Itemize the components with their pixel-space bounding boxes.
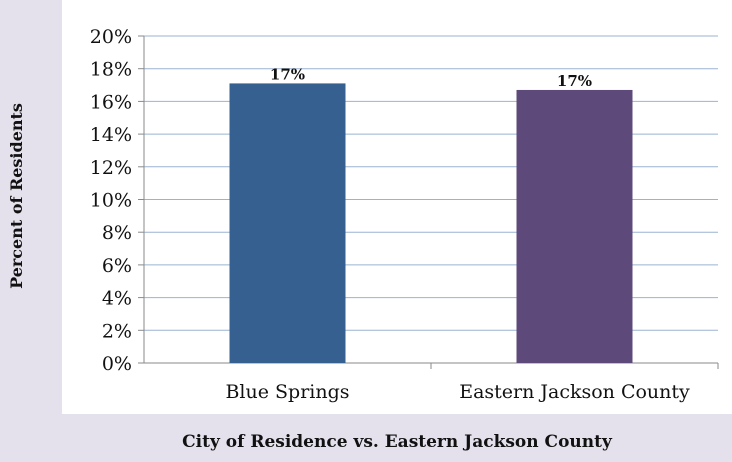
labels: 17% Blue Springs 17% Eastern Jackson County xyxy=(225,65,690,403)
x-category-label-1: Eastern Jackson County xyxy=(459,381,690,403)
y-tick-label-3: 6% xyxy=(102,255,132,277)
data-label-1: 17% xyxy=(557,72,592,90)
bar-0 xyxy=(229,83,346,363)
y-tick-label-6: 12% xyxy=(90,157,132,179)
bar-1 xyxy=(516,89,633,363)
y-tick-label-10: 20% xyxy=(90,26,132,48)
y-tick-label-0: 0% xyxy=(102,353,132,375)
data-label-0: 17% xyxy=(270,65,305,83)
y-tick-label-4: 8% xyxy=(102,222,132,244)
y-tick-label-7: 14% xyxy=(90,124,132,146)
bars xyxy=(229,83,633,363)
y-axis-title: Percent of Residents xyxy=(7,103,26,289)
y-tick-label-1: 2% xyxy=(102,320,132,342)
y-tick-label-2: 4% xyxy=(102,288,132,310)
y-tick-label-5: 10% xyxy=(90,190,132,212)
y-tick-label-9: 18% xyxy=(90,59,132,81)
y-tick-label-8: 16% xyxy=(90,91,132,113)
x-axis-title: City of Residence vs. Eastern Jackson Co… xyxy=(182,432,613,452)
x-category-label-0: Blue Springs xyxy=(225,381,349,403)
axes: 0% 2% 4% 6% 8% 10% 12% 14% 16% 18% 20% xyxy=(90,26,719,375)
